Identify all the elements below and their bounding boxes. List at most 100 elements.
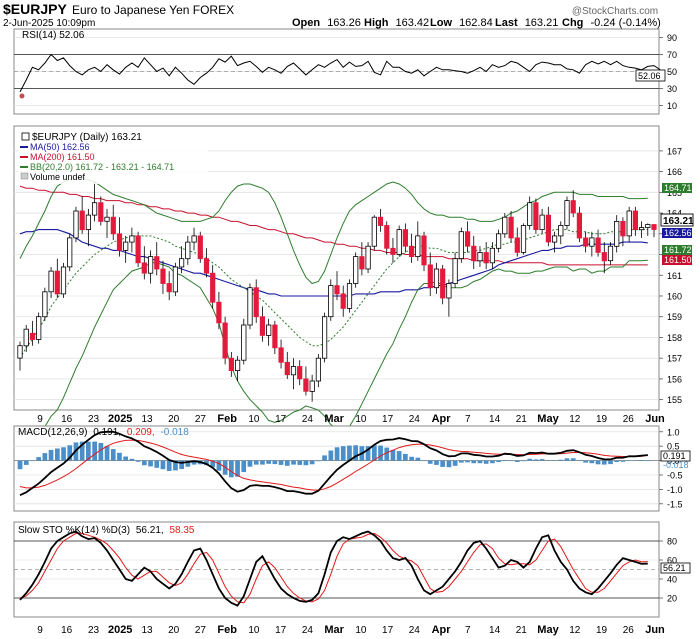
candle-body xyxy=(278,347,284,363)
x-tick-label: 14 xyxy=(489,414,501,425)
x-tick-label: May xyxy=(537,413,559,425)
candle-body xyxy=(570,200,576,214)
candle-body xyxy=(533,202,539,230)
candlestick xyxy=(272,320,278,355)
candlestick xyxy=(446,279,452,317)
y-tick-label: 30 xyxy=(667,84,677,94)
candlestick xyxy=(495,229,502,253)
x-tick-label: 24 xyxy=(409,414,421,425)
candle-body xyxy=(626,210,632,237)
rsi-line xyxy=(19,53,661,93)
tag-ma50-box xyxy=(662,228,692,238)
candlestick xyxy=(73,206,79,243)
x-tick-label: 10 xyxy=(248,414,260,425)
candle-body xyxy=(415,235,421,257)
candlestick xyxy=(601,242,607,274)
candle-body xyxy=(583,237,589,247)
candle-body xyxy=(216,301,222,324)
candle-body xyxy=(483,252,489,264)
candle-body xyxy=(384,225,390,249)
macd-histogram-bar xyxy=(334,447,340,461)
price-panel: 155156157158159160161162163164165166167 … xyxy=(13,125,694,458)
candle-body xyxy=(614,220,620,247)
y-tick-label: 40 xyxy=(667,575,677,585)
macd-histogram-bar xyxy=(527,458,533,461)
rsi-value-tag: 52.06 xyxy=(638,71,661,81)
candle-body xyxy=(471,245,477,262)
candlestick xyxy=(234,356,241,381)
candle-body xyxy=(452,258,458,285)
candle-body xyxy=(54,270,60,295)
macd-histogram-bar xyxy=(92,441,97,461)
candle-body xyxy=(520,225,527,253)
candlestick xyxy=(110,204,116,241)
candlestick xyxy=(17,341,23,371)
x-tick-label: 23 xyxy=(88,625,100,636)
y-tick-label: 90 xyxy=(667,33,677,43)
candle-body xyxy=(402,229,409,247)
candlestick xyxy=(328,279,334,321)
candlestick xyxy=(527,196,533,230)
candle-body xyxy=(259,316,266,336)
macd-histogram-bar xyxy=(241,460,247,473)
bb-upper-band xyxy=(19,177,648,285)
candle-body xyxy=(36,316,42,340)
macd-histogram-bar xyxy=(490,460,495,464)
sto-legend: Slow STO %K(14) %D(3) 56.21, 58.35 xyxy=(18,525,195,536)
candlestick xyxy=(141,246,147,280)
candle-body xyxy=(79,210,85,231)
macd-line xyxy=(19,430,648,497)
candlestick xyxy=(508,210,514,243)
x-tick-label: 10 xyxy=(248,625,260,636)
candlestick xyxy=(607,242,614,265)
candlestick xyxy=(353,252,359,288)
x-tick-label: 17 xyxy=(275,414,287,425)
candlestick xyxy=(36,312,42,344)
candle-body xyxy=(514,237,520,253)
candlestick xyxy=(315,354,322,388)
macd-histogram-bar xyxy=(533,459,539,461)
ma50-line xyxy=(19,229,648,297)
candle-body xyxy=(340,293,346,309)
macd-histogram-bar xyxy=(353,445,358,461)
candlestick xyxy=(216,291,222,330)
candle-body xyxy=(297,366,303,380)
candlestick xyxy=(489,242,496,270)
y-tick-label: -1.5 xyxy=(667,499,683,509)
macd-histogram-bar xyxy=(589,460,595,464)
x-tick-label: 19 xyxy=(596,414,608,425)
macd-histogram-bar xyxy=(508,460,514,462)
x-tick-label: 7 xyxy=(465,625,471,636)
x-tick-label: 21 xyxy=(516,625,528,636)
macd-histogram-bar xyxy=(297,460,303,465)
x-tick-label: 16 xyxy=(61,414,73,425)
macd-histogram-bar xyxy=(601,460,607,465)
macd-histogram-bar xyxy=(123,456,128,461)
x-tick-label: Jun xyxy=(645,624,665,636)
tag-bb-upper: 164.71 xyxy=(664,183,692,193)
macd-histogram-bar xyxy=(210,460,216,468)
macd-histogram-bar xyxy=(48,449,54,461)
macd-histogram-bar xyxy=(614,460,620,462)
candlestick xyxy=(589,231,595,257)
candlestick xyxy=(104,208,110,238)
candle-body xyxy=(639,227,645,231)
candlestick xyxy=(247,283,253,330)
x-tick-label: 2025 xyxy=(108,624,132,636)
candlestick xyxy=(415,221,421,261)
y-tick-label: 158 xyxy=(667,333,682,343)
y-tick-label: 70 xyxy=(667,50,677,60)
candlestick xyxy=(297,360,303,386)
macd-histogram-bar xyxy=(633,460,638,461)
candlestick xyxy=(185,235,191,265)
macd-histogram-bar xyxy=(446,460,452,468)
legend-ma200: MA(200) 161.50 xyxy=(30,152,95,162)
macd-histogram-bar xyxy=(322,455,327,461)
candle-body xyxy=(645,224,651,228)
candlestick xyxy=(583,231,589,253)
last-value: 163.21 xyxy=(525,17,559,29)
macd-histogram-bar xyxy=(378,445,383,461)
candlestick xyxy=(321,312,328,363)
candlestick xyxy=(92,181,98,222)
candlestick xyxy=(365,242,371,274)
